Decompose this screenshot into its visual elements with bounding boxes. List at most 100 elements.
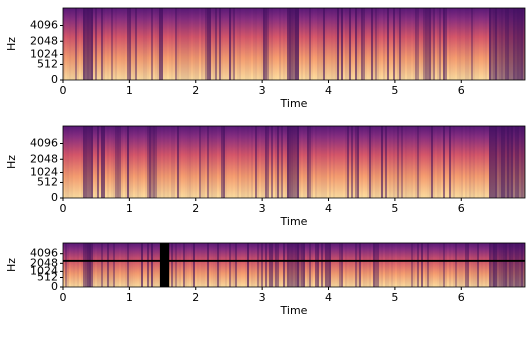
spectrogram-texture bbox=[309, 243, 311, 287]
spectrogram-texture bbox=[475, 8, 477, 80]
spectrogram-texture bbox=[109, 8, 111, 80]
spectrogram-texture bbox=[171, 243, 173, 287]
spectrogram-texture bbox=[151, 8, 153, 80]
spectrogram-texture bbox=[509, 243, 511, 287]
spectrogram-texture bbox=[341, 8, 343, 80]
spectrogram-texture bbox=[209, 8, 211, 80]
spectrogram-texture bbox=[193, 126, 195, 198]
spectrogram-texture bbox=[153, 8, 155, 80]
y-tick-label: 2048 bbox=[30, 152, 58, 165]
y-tick-label: 0 bbox=[51, 191, 58, 204]
spectrogram-texture bbox=[219, 126, 221, 198]
spectrogram-texture bbox=[201, 126, 203, 198]
spectrogram-texture bbox=[75, 126, 77, 198]
spectrogram-texture bbox=[491, 126, 493, 198]
spectrogram-texture bbox=[149, 243, 151, 287]
spectrogram-texture bbox=[163, 8, 165, 80]
spectrogram-texture bbox=[445, 8, 447, 80]
spectrogram-texture bbox=[349, 8, 351, 80]
spectrogram-texture bbox=[517, 126, 519, 198]
spectrogram-texture bbox=[173, 243, 175, 287]
spectrogram-texture bbox=[153, 243, 155, 287]
spectrogram-texture bbox=[139, 243, 141, 287]
spectrogram-texture bbox=[95, 243, 97, 287]
spectrogram-texture bbox=[387, 8, 389, 80]
spectrogram-texture bbox=[181, 243, 183, 287]
spectrogram-texture bbox=[137, 8, 139, 80]
spectrogram-texture bbox=[367, 126, 369, 198]
spectrogram-texture bbox=[351, 8, 353, 80]
spectrogram-texture bbox=[239, 126, 241, 198]
spectrogram-texture bbox=[287, 126, 289, 198]
spectrogram-texture bbox=[369, 243, 371, 287]
spectrogram-texture bbox=[243, 243, 245, 287]
spectrogram-texture bbox=[117, 243, 119, 287]
spectrogram-texture bbox=[337, 126, 339, 198]
spectrogram-texture bbox=[511, 126, 513, 198]
spectrogram-texture bbox=[239, 243, 241, 287]
spectrogram-texture bbox=[269, 126, 271, 198]
spectrogram-texture bbox=[217, 243, 219, 287]
spectrogram-texture bbox=[283, 8, 285, 80]
spectrogram-texture bbox=[299, 126, 301, 198]
spectrogram-texture bbox=[285, 126, 287, 198]
spectrogram-texture bbox=[241, 126, 243, 198]
spectrogram-texture bbox=[133, 126, 135, 198]
spectrogram-texture bbox=[67, 8, 69, 80]
spectrogram-texture bbox=[371, 126, 373, 198]
spectrogram-texture bbox=[135, 126, 137, 198]
spectrogram-texture bbox=[155, 8, 157, 80]
spectrogram-texture bbox=[431, 8, 433, 80]
spectrogram-texture bbox=[427, 243, 429, 287]
spectrogram-texture bbox=[189, 126, 191, 198]
spectrogram-texture bbox=[381, 243, 383, 287]
spectrogram-texture bbox=[369, 126, 371, 198]
spectrogram-texture bbox=[403, 243, 405, 287]
spectrogram-texture bbox=[255, 126, 257, 198]
spectrogram-texture bbox=[455, 8, 457, 80]
spectrogram-texture bbox=[263, 8, 265, 80]
y-tick-label: 2048 bbox=[30, 256, 58, 269]
spectrogram-texture bbox=[65, 126, 67, 198]
spectrogram-texture bbox=[427, 126, 429, 198]
spectrogram-texture bbox=[425, 126, 427, 198]
spectrogram-texture bbox=[317, 243, 319, 287]
spectrogram-texture bbox=[127, 8, 129, 80]
spectrogram-texture bbox=[347, 126, 349, 198]
spectrogram-texture bbox=[303, 8, 305, 80]
spectrogram-texture bbox=[369, 8, 371, 80]
spectrogram-texture bbox=[131, 126, 133, 198]
spectrogram-texture bbox=[407, 8, 409, 80]
spectrogram-texture bbox=[417, 243, 419, 287]
spectrogram-texture bbox=[299, 243, 301, 287]
spectrogram-texture bbox=[443, 243, 445, 287]
spectrogram-texture bbox=[83, 126, 85, 198]
x-axis-label: Time bbox=[280, 97, 308, 110]
spectrogram-texture bbox=[111, 8, 113, 80]
spectrogram-texture bbox=[443, 8, 445, 80]
spectrogram-texture bbox=[215, 8, 217, 80]
spectrogram-texture bbox=[297, 8, 299, 80]
spectrogram-texture bbox=[157, 8, 159, 80]
spectrogram-texture bbox=[343, 8, 345, 80]
spectrogram-texture bbox=[221, 243, 223, 287]
spectrogram-texture bbox=[219, 8, 221, 80]
spectrogram-texture bbox=[387, 243, 389, 287]
spectrogram-texture bbox=[193, 8, 195, 80]
spectrogram-texture bbox=[291, 243, 293, 287]
spectrogram-texture bbox=[367, 8, 369, 80]
spectrogram-texture bbox=[419, 243, 421, 287]
spectrogram-texture bbox=[107, 243, 109, 287]
spectrogram-texture bbox=[393, 126, 395, 198]
spectrogram-texture bbox=[479, 8, 481, 80]
spectrogram-texture bbox=[181, 8, 183, 80]
spectrogram-texture bbox=[419, 126, 421, 198]
spectrogram-texture bbox=[83, 243, 85, 287]
spectrogram-background bbox=[63, 243, 525, 287]
spectrogram-texture bbox=[393, 243, 395, 287]
spectrogram-texture bbox=[145, 8, 147, 80]
spectrogram-texture bbox=[157, 243, 159, 287]
spectrogram-texture bbox=[397, 126, 399, 198]
spectrogram-texture bbox=[339, 243, 341, 287]
spectrogram-texture bbox=[175, 8, 177, 80]
